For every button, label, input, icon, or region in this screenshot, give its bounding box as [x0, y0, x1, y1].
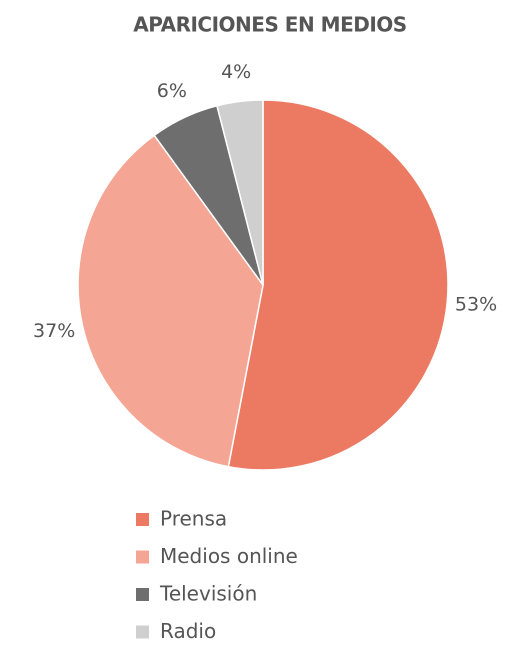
data-label: 53% [455, 294, 497, 316]
data-label: 37% [33, 320, 75, 342]
data-label: 6% [157, 80, 187, 102]
legend-label: Prensa [160, 507, 227, 531]
legend-swatch [136, 588, 149, 601]
legend-swatch [136, 550, 149, 564]
legend-label: Medios online [160, 544, 298, 568]
pie-slice [216, 99, 264, 286]
pie-slice [77, 134, 264, 468]
legend-label: Radio [160, 619, 216, 643]
legend-swatch [136, 625, 149, 639]
chart-title: APARICIONES EN MEDIOS [133, 13, 406, 37]
legend-label: Televisión [159, 582, 257, 606]
data-label: 4% [221, 61, 251, 83]
pie-slice [227, 99, 449, 471]
legend-swatch [136, 513, 149, 526]
